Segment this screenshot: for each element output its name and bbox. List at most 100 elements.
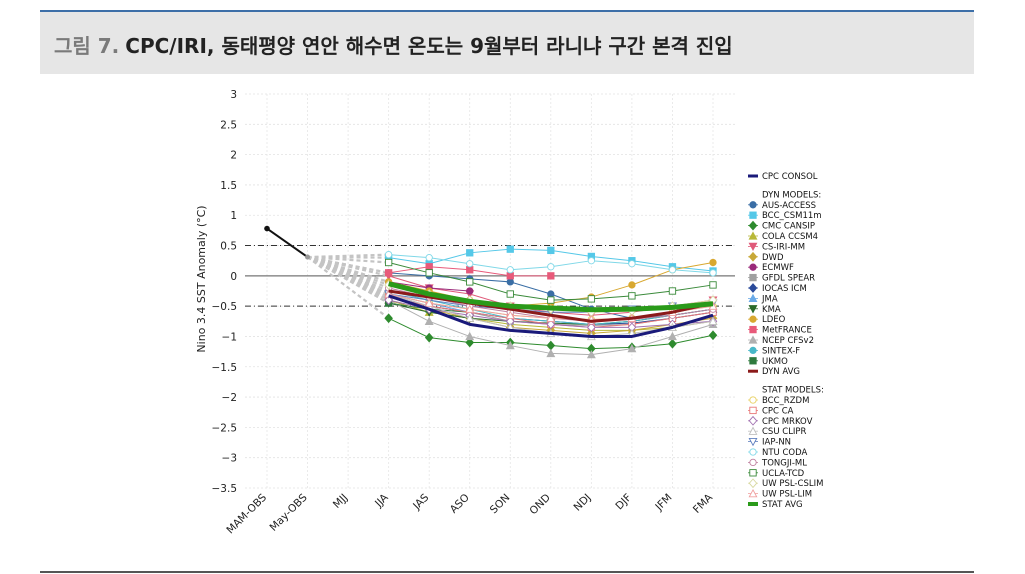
data-point <box>546 313 556 322</box>
legend-entry: UW PSL-LIM <box>762 490 812 500</box>
data-point <box>709 258 717 267</box>
data-point <box>547 296 555 304</box>
data-point <box>749 346 757 355</box>
y-axis-ticks: 3 2.5 2 1.5 1 0.5 0 −0.5 −1 −1.5 −2 −2.5 −3 −3.5 <box>212 89 238 495</box>
projection-link <box>307 256 390 296</box>
y-tick-label: 2.5 <box>220 119 237 131</box>
data-point <box>465 304 475 313</box>
data-point <box>384 250 393 259</box>
legend-entry: BCC_CSM11m <box>762 211 822 221</box>
legend-entry: IAP-NN <box>762 438 791 448</box>
data-point <box>748 220 758 231</box>
legend-entry: UW PSL-CSLIM <box>762 479 823 489</box>
x-tick-label: MJJ <box>331 492 350 511</box>
legend-entry: TONGJI-ML <box>761 458 807 468</box>
data-point <box>748 335 758 344</box>
data-point <box>466 278 474 286</box>
legend-entry: AUS-ACCESS <box>762 201 816 211</box>
data-point <box>466 249 474 257</box>
data-point <box>748 488 758 498</box>
data-point <box>627 343 637 353</box>
data-point <box>546 348 556 358</box>
legend-entry: CSU CLIPR <box>762 427 807 437</box>
data-point <box>628 260 636 268</box>
bottom-rule <box>40 571 974 573</box>
legend-entry: NTU CODA <box>762 448 807 458</box>
legend-entry: CPC CONSOL <box>762 172 818 182</box>
data-point <box>465 313 475 322</box>
data-point <box>749 469 757 477</box>
data-point <box>749 201 757 209</box>
y-tick-label: 1.5 <box>220 180 237 192</box>
legend-entry: DYN AVG <box>762 367 800 377</box>
y-tick-label: −2 <box>222 392 237 404</box>
data-point <box>749 458 757 467</box>
data-point <box>505 340 515 350</box>
data-point <box>466 266 474 274</box>
data-point <box>465 331 475 341</box>
data-point <box>748 283 758 293</box>
data-point <box>424 316 434 325</box>
x-tick-label: ASO <box>448 492 472 516</box>
data-point <box>748 242 758 252</box>
legend-entry: JMA <box>761 294 778 304</box>
plot-grid <box>245 93 735 489</box>
data-point <box>749 325 757 334</box>
data-point <box>748 305 758 314</box>
legend-entry: LDEO <box>762 315 786 325</box>
top-rule <box>40 10 974 12</box>
x-tick-label: JAS <box>410 491 431 512</box>
data-point <box>384 258 393 267</box>
x-tick-label: May-OBS <box>268 491 310 533</box>
legend-entry: COLA CCSM4 <box>762 232 818 242</box>
data-point <box>748 415 758 426</box>
figure-label: 그림 7. <box>54 34 120 58</box>
legend-entry: KMA <box>762 305 781 315</box>
data-point <box>668 266 677 274</box>
data-point <box>506 278 514 286</box>
data-point <box>506 272 514 280</box>
legend-entry: SINTEX-F <box>762 346 800 356</box>
x-tick-label: JJA <box>372 491 391 510</box>
data-point <box>748 251 758 262</box>
y-tick-label: −1 <box>222 331 237 343</box>
projection-link <box>307 255 389 259</box>
title-bar: 그림 7. CPC/IRI, 동태평양 연안 해수면 온도는 9월부터 라니냐 구… <box>40 12 974 74</box>
data-point <box>547 290 555 298</box>
data-point <box>425 263 433 271</box>
legend-entry: CS-IRI-MM <box>762 242 805 252</box>
data-point <box>587 257 596 265</box>
legend-entry: ECMWF <box>762 263 794 273</box>
legend-entry: IOCAS ICM <box>762 284 807 294</box>
legend-group-header: STAT MODELS: <box>762 386 824 396</box>
data-point <box>424 332 434 343</box>
legend-entry: CMC CANSIP <box>762 222 815 232</box>
data-point <box>708 316 718 325</box>
data-point <box>466 260 474 268</box>
series-lines <box>264 225 718 359</box>
y-tick-label: 3 <box>230 89 237 101</box>
x-tick-label: OND <box>527 492 553 518</box>
data-point <box>546 319 556 330</box>
data-point <box>668 287 677 295</box>
data-point <box>466 287 474 295</box>
page-title: 그림 7. CPC/IRI, 동태평양 연안 해수면 온도는 9월부터 라니냐 구… <box>54 30 733 59</box>
data-point <box>425 269 433 277</box>
legend-entry: BCC_RZDM <box>762 396 809 406</box>
data-point <box>587 295 596 303</box>
y-tick-label: −0.5 <box>212 301 238 313</box>
data-point <box>668 338 677 349</box>
data-point <box>587 322 596 333</box>
y-tick-label: −2.5 <box>212 422 238 434</box>
series-line <box>388 289 714 323</box>
nino-chart: 3 2.5 2 1.5 1 0.5 0 −0.5 −1 −1.5 −2 −2.5 −3 −3.5 MAM-… <box>195 89 824 536</box>
data-point <box>749 263 757 271</box>
legend-entry: MetFRANCE <box>762 326 812 336</box>
data-point <box>628 281 636 289</box>
data-point <box>384 313 393 324</box>
projection-link <box>307 256 389 286</box>
legend: CPC CONSOL DYN MODELS:AUS-ACCESSBCC_CSM11… <box>748 172 824 510</box>
data-point <box>547 263 555 271</box>
observed-point <box>305 254 311 260</box>
data-point <box>425 254 433 262</box>
